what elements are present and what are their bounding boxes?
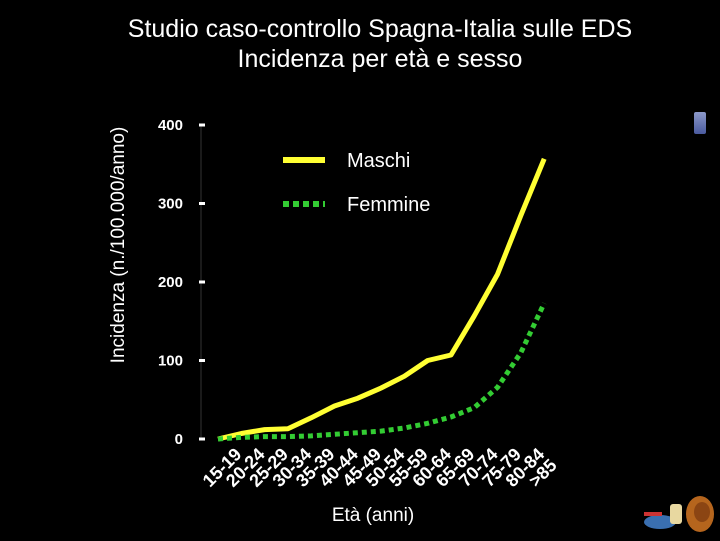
title-line-2: Incidenza per età e sesso	[237, 45, 523, 73]
x-axis-title: Età (anni)	[332, 505, 414, 526]
y-tick-label: 0	[175, 431, 183, 448]
title-line-1: Studio caso-controllo Spagna-Italia sull…	[127, 15, 633, 43]
y-axis-title: Incidenza (n./100.000/anno)	[108, 127, 129, 364]
legend-label: Femmine	[347, 194, 430, 216]
digestive-clipart-icon	[640, 490, 718, 536]
slide-tab-icon	[694, 112, 706, 134]
series-line-femmine	[217, 302, 547, 442]
legend-label: Maschi	[347, 150, 410, 172]
y-tick-label: 400	[158, 117, 183, 134]
y-tick-label: 200	[158, 274, 183, 291]
chart-title: Studio caso-controllo Spagna-Italia sull…	[0, 14, 720, 74]
y-tick-label: 300	[158, 196, 183, 213]
series-line-maschi	[217, 157, 547, 442]
y-tick-label: 100	[158, 353, 183, 370]
